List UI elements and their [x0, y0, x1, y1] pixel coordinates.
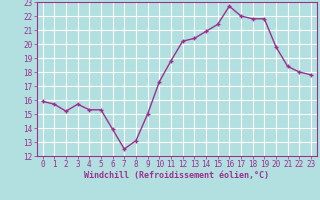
X-axis label: Windchill (Refroidissement éolien,°C): Windchill (Refroidissement éolien,°C) — [84, 171, 269, 180]
